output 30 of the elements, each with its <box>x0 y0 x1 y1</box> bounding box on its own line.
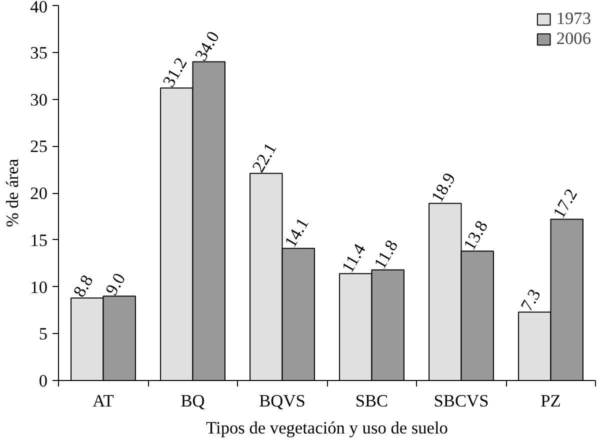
x-tick-label: SBCVS <box>434 392 489 410</box>
x-tick-label: BQVS <box>259 392 306 410</box>
y-axis-title: % de área <box>3 158 22 228</box>
x-tick-label: SBC <box>355 392 388 410</box>
y-tick-label: 25 <box>30 137 48 156</box>
data-label: 11.4 <box>338 240 370 276</box>
legend-label: 1973 <box>556 9 591 29</box>
data-label: 11.8 <box>370 236 402 272</box>
y-tick-label: 0 <box>38 372 48 390</box>
y-tick-label: 35 <box>30 43 48 62</box>
y-tick-label: 30 <box>30 90 48 110</box>
data-label: 17.2 <box>549 186 582 222</box>
data-label: 7.3 <box>517 286 544 314</box>
data-label: 8.8 <box>70 272 97 300</box>
data-label: 13.8 <box>460 218 492 254</box>
x-tick-label: AT <box>92 392 114 410</box>
legend-label: 2006 <box>556 29 591 49</box>
x-axis-title: Tipos de vegetación y uso de suelo <box>206 418 448 438</box>
data-label: 22.1 <box>248 140 280 176</box>
x-tick-label: PZ <box>540 392 561 410</box>
x-tick-label: BQ <box>180 392 206 410</box>
y-tick-label: 15 <box>30 230 48 250</box>
y-tick-label: 5 <box>38 324 48 344</box>
data-label: 14.1 <box>280 214 313 250</box>
y-tick-label: 10 <box>30 278 48 297</box>
y-tick-label: 20 <box>30 184 48 203</box>
data-label: 34.0 <box>191 28 224 64</box>
data-label: 9.0 <box>102 270 130 298</box>
y-tick-label: 40 <box>30 0 48 16</box>
data-label: 18.9 <box>428 170 460 206</box>
